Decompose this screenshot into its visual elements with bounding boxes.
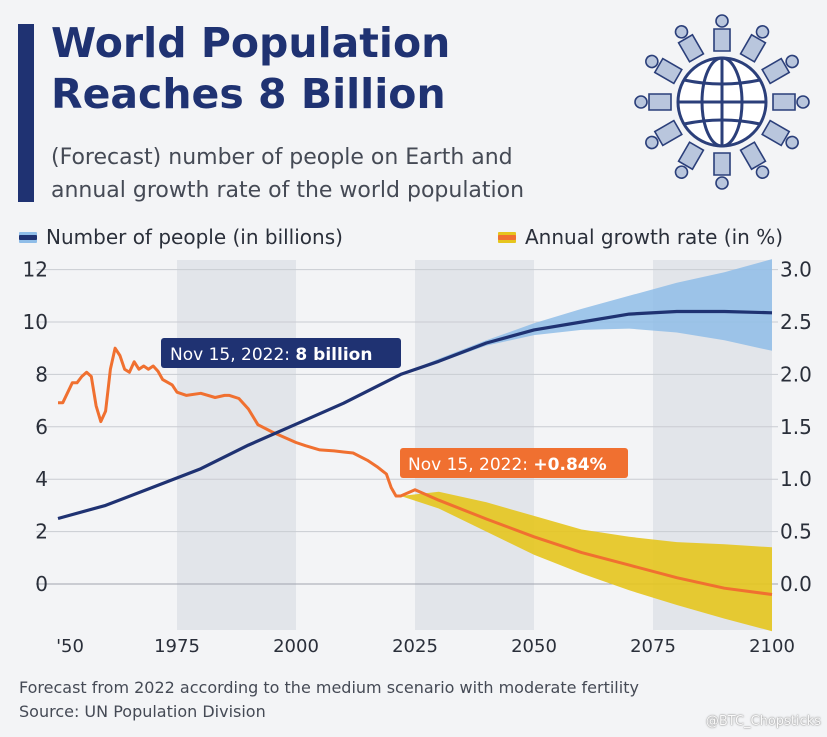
- y-left-tick-label: 8: [35, 362, 48, 386]
- y-left-tick-label: 0: [35, 572, 48, 596]
- y-right-tick-label: 1.0: [780, 467, 812, 491]
- title-line-2: Reaches 8 Billion: [51, 70, 446, 118]
- legend-growth-label: Annual growth rate (in %): [525, 225, 784, 249]
- page-subtitle: (Forecast) number of people on Earth and…: [51, 141, 641, 207]
- y-left-tick-label: 4: [35, 467, 48, 491]
- population-forecast-band: [400, 259, 772, 375]
- x-tick-label: 2075: [630, 636, 676, 657]
- title-accent-bar: [18, 24, 34, 202]
- y-right-tick-label: 0.0: [780, 572, 812, 596]
- legend-population: Number of people (in billions): [19, 222, 343, 252]
- series-lines: [57, 309, 773, 596]
- x-tick-label: '50: [56, 636, 84, 657]
- y-right-tick-label: 1.5: [780, 415, 812, 439]
- growth-rate-line: [58, 346, 773, 596]
- growth-annotation-text: Nov 15, 2022: +0.84%: [408, 455, 607, 475]
- y-left-tick-label: 2: [35, 520, 48, 544]
- y-left-tick-label: 10: [23, 310, 48, 334]
- population-chart: 12 10 8 6 4 2 0 3.0 2.5 2.0 1.5 1.0 0.5 0.0 '50 1975 200…: [23, 258, 812, 657]
- shaded-period-1: [415, 260, 534, 630]
- growth-annotation: Nov 15, 2022: +0.84%: [400, 448, 628, 478]
- y-right-tick-label: 2.0: [780, 362, 812, 386]
- growth-forecast-band: [400, 491, 772, 632]
- annotations: Nov 15, 2022: 8 billion Nov 15, 2022: +0…: [161, 338, 628, 478]
- population-annotation: Nov 15, 2022: 8 billion: [161, 338, 401, 368]
- axis-ticks: 12 10 8 6 4 2 0 3.0 2.5 2.0 1.5 1.0 0.5 0.0 '50 1975 200…: [23, 258, 812, 657]
- footer: Forecast from 2022 according to the medi…: [19, 676, 799, 724]
- footer-source: Source: UN Population Division: [19, 702, 266, 721]
- legend-population-swatch: [19, 234, 37, 240]
- growth-annotation-box: [400, 448, 628, 478]
- x-tick-label: 2025: [392, 636, 438, 657]
- legend-growth: Annual growth rate (in %): [498, 222, 783, 252]
- population-annotation-text: Nov 15, 2022: 8 billion: [170, 345, 372, 365]
- y-left-tick-label: 12: [23, 258, 48, 282]
- title-line-1: World Population: [51, 19, 451, 67]
- y-right-tick-label: 0.5: [780, 520, 812, 544]
- globe-people-icon: [634, 14, 810, 190]
- forecast-bands: [400, 259, 772, 632]
- watermark: @BTC_Chopsticks: [705, 714, 821, 729]
- y-right-tick-label: 2.5: [780, 310, 812, 334]
- legend-growth-swatch: [498, 234, 516, 240]
- shaded-period-0: [177, 260, 296, 630]
- legend-population-label: Number of people (in billions): [46, 225, 343, 249]
- y-right-tick-label: 3.0: [780, 258, 812, 282]
- population-line: [57, 309, 773, 521]
- population-annotation-box: [161, 338, 401, 368]
- x-tick-label: 2050: [511, 636, 557, 657]
- y-left-tick-label: 6: [35, 415, 48, 439]
- x-tick-label: 1975: [154, 636, 200, 657]
- subtitle-line-2: annual growth rate of the world populati…: [51, 178, 525, 203]
- footer-note: Forecast from 2022 according to the medi…: [19, 678, 639, 697]
- subtitle-line-1: (Forecast) number of people on Earth and: [51, 145, 513, 170]
- x-tick-label: 2100: [749, 636, 795, 657]
- x-tick-label: 2000: [273, 636, 319, 657]
- page-title: World Population Reaches 8 Billion: [51, 18, 611, 120]
